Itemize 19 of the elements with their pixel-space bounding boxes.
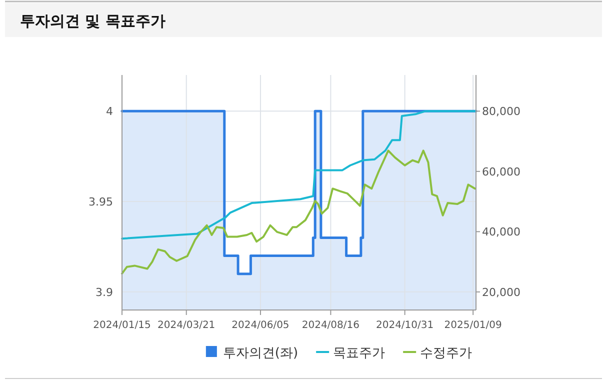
chart-title: 투자의견 및 목표주가 bbox=[20, 12, 166, 30]
y-tick-label: 4 bbox=[106, 105, 113, 118]
x-tick-label: 2025/01/09 bbox=[444, 320, 502, 331]
x-tick-label: 2024/01/15 bbox=[93, 320, 151, 331]
x-tick-label: 2024/03/21 bbox=[158, 320, 216, 331]
legend-label: 수정주가 bbox=[420, 346, 472, 361]
y-tick-label: 3.95 bbox=[88, 196, 113, 209]
legend-label: 투자의견(좌) bbox=[222, 346, 298, 361]
y2-tick-label: 60,000 bbox=[482, 165, 520, 178]
x-tick-label: 2024/08/16 bbox=[302, 320, 360, 331]
y2-tick-label: 40,000 bbox=[482, 226, 520, 239]
legend-label: 목표주가 bbox=[333, 346, 386, 361]
line-series bbox=[121, 110, 477, 240]
y2-tick-label: 20,000 bbox=[482, 286, 520, 299]
y-tick-label: 3.9 bbox=[96, 286, 113, 299]
line-series bbox=[121, 150, 476, 275]
y2-tick-label: 80,000 bbox=[482, 105, 520, 118]
x-tick-label: 2024/06/05 bbox=[232, 320, 290, 331]
x-tick-label: 2024/10/31 bbox=[376, 320, 434, 331]
